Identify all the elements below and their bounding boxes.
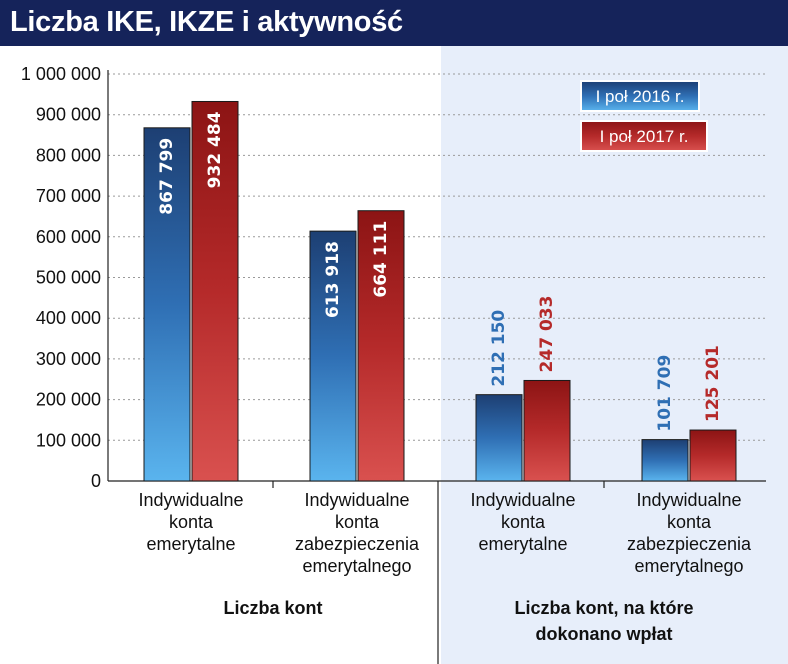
bar — [191, 100, 239, 482]
y-tick-label: 400 000 — [36, 308, 101, 328]
data-label: 212 150 — [489, 310, 509, 387]
y-tick-label: 500 000 — [36, 268, 101, 288]
data-label: 101 709 — [655, 355, 675, 432]
data-label: 247 033 — [537, 296, 557, 373]
bar — [641, 439, 689, 482]
chart-title: Liczba IKE, IKZE i aktywność — [10, 6, 403, 38]
title-bar: Liczba IKE, IKZE i aktywność — [0, 0, 788, 46]
legend-label: I poł 2017 r. — [600, 127, 689, 146]
y-tick-label: 600 000 — [36, 227, 101, 247]
category-label: Indywidualne konta zabezpieczenia emerytaln… — [627, 490, 752, 576]
group-label: Liczba kont — [223, 598, 322, 618]
category-label: Indywidualne konta zabezpieczenia emerytaln… — [295, 490, 420, 576]
y-tick-label: 100 000 — [36, 430, 101, 450]
y-tick-label: 700 000 — [36, 186, 101, 206]
y-tick-label: 200 000 — [36, 390, 101, 410]
bar — [523, 379, 571, 482]
data-label: 867 799 — [157, 138, 177, 215]
bar — [309, 230, 357, 482]
legend-label: I poł 2016 r. — [596, 87, 685, 106]
category-label: Indywidualne konta emerytalne — [138, 490, 243, 554]
y-tick-label: 1 000 000 — [21, 64, 101, 84]
data-label: 125 201 — [703, 345, 723, 422]
y-tick-label: 0 — [91, 471, 101, 491]
y-tick-label: 900 000 — [36, 105, 101, 125]
bar — [357, 210, 405, 482]
y-tick-label: 800 000 — [36, 145, 101, 165]
y-tick-label: 300 000 — [36, 349, 101, 369]
data-label: 932 484 — [205, 111, 225, 188]
legend-swatch — [580, 120, 708, 152]
bar — [689, 429, 737, 482]
data-label: 613 918 — [323, 241, 343, 318]
legend-swatch — [580, 80, 700, 112]
bar — [475, 394, 523, 482]
group-label: Liczba kont, na które dokonano wpłat — [514, 598, 693, 644]
data-label: 664 111 — [371, 221, 391, 298]
bar — [143, 127, 191, 482]
category-label: Indywidualne konta emerytalne — [470, 490, 575, 554]
